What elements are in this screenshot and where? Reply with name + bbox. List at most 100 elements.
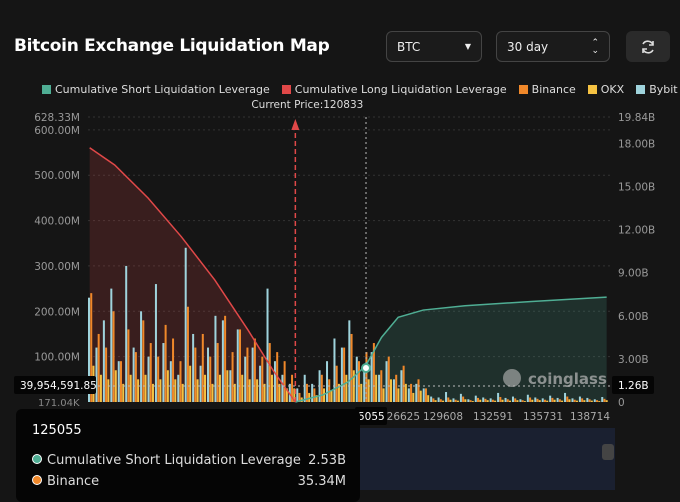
crosshair-right-label: 1.26B	[618, 380, 649, 392]
bybit-bar	[102, 320, 105, 402]
okx-bar	[367, 379, 370, 402]
tooltip-price: 125055	[32, 423, 82, 438]
bybit-bar	[199, 365, 202, 402]
bybit-bar	[355, 356, 358, 402]
legend-swatch	[281, 85, 291, 94]
right-tick-label: 3.00B	[618, 354, 649, 366]
binance-bar	[410, 383, 413, 402]
period-select[interactable]: 30 day ⌃ ⌄	[496, 31, 610, 62]
x-tick-label: 132591	[473, 411, 513, 423]
coin-select[interactable]: BTC ▼	[386, 31, 482, 62]
slider-handle	[602, 444, 614, 460]
okx-bar	[248, 379, 251, 402]
legend-item[interactable]: Binance	[518, 83, 576, 96]
bybit-bar	[192, 333, 195, 402]
legend-item[interactable]: Cumulative Long Liquidation Leverage	[281, 83, 507, 96]
okx-bar	[166, 370, 169, 402]
okx-bar	[122, 383, 125, 402]
okx-bar	[389, 379, 392, 402]
coinglass-logo-icon	[503, 369, 521, 387]
binance-bar	[157, 356, 160, 402]
bybit-bar	[169, 361, 172, 402]
binance-bar	[97, 333, 100, 402]
okx-bar	[99, 374, 102, 402]
legend-item[interactable]: Bybit	[636, 83, 678, 96]
okx-bar	[501, 399, 504, 402]
left-tick-label: 628.33M	[34, 112, 80, 124]
refresh-button[interactable]	[626, 31, 670, 62]
binance-bar	[566, 396, 569, 402]
crosshair-left-label: 39,954,591.85	[20, 380, 97, 392]
binance-bar	[543, 399, 546, 402]
okx-bar	[218, 374, 221, 402]
right-tick-label: 18.00B	[618, 138, 655, 150]
okx-bar	[114, 370, 117, 402]
current-price-label: Current Price:120833	[251, 99, 363, 111]
okx-bar	[494, 400, 497, 402]
okx-bar	[278, 383, 281, 402]
bybit-bar	[88, 297, 91, 402]
min-label: 171.04K	[38, 398, 80, 409]
bybit-bar	[400, 370, 403, 402]
binance-bar	[127, 329, 130, 402]
right-tick-label: 0	[618, 397, 625, 409]
binance-bar	[514, 398, 517, 402]
bybit-bar	[266, 288, 269, 402]
okx-bar	[561, 400, 564, 402]
binance-bar	[246, 347, 249, 402]
okx-bar	[204, 374, 207, 402]
page-title: Bitcoin Exchange Liquidation Map	[14, 36, 330, 56]
binance-bar	[335, 365, 338, 402]
okx-bar	[189, 365, 192, 402]
x-tick-label: 138714	[570, 411, 610, 423]
okx-bar	[516, 400, 519, 402]
binance-bar	[529, 397, 532, 402]
bybit-bar	[445, 392, 448, 402]
binance-bar	[551, 397, 554, 402]
okx-bar	[434, 400, 437, 402]
sort-arrows-icon: ⌃ ⌄	[591, 37, 599, 56]
okx-bar	[523, 401, 526, 402]
okx-bar	[397, 388, 400, 402]
bybit-bar	[370, 352, 373, 402]
series-dot-icon	[32, 454, 42, 464]
coin-value: BTC	[397, 39, 421, 54]
tooltip-value: 35.34M	[297, 474, 346, 489]
cumulative-long-line	[89, 147, 296, 403]
caret-down-icon: ▼	[464, 42, 471, 51]
okx-bar	[285, 388, 288, 402]
okx-bar	[233, 383, 236, 402]
binance-bar	[231, 352, 234, 402]
binance-bar	[194, 347, 197, 402]
okx-bar	[583, 400, 586, 402]
okx-bar	[270, 374, 273, 402]
binance-bar	[469, 400, 472, 402]
bybit-bar	[177, 374, 180, 402]
binance-bar	[588, 399, 591, 402]
legend-item[interactable]: OKX	[587, 83, 624, 96]
bybit-bar	[244, 356, 247, 402]
legend-item[interactable]: Cumulative Short Liquidation Leverage	[42, 83, 270, 96]
binance-bar	[402, 365, 405, 402]
bybit-bar	[251, 347, 254, 402]
legend-label: Cumulative Short Liquidation Leverage	[55, 83, 270, 96]
binance-bar	[149, 343, 152, 402]
binance-bar	[387, 356, 390, 402]
okx-bar	[345, 374, 348, 402]
okx-bar	[308, 392, 311, 402]
tooltip-value: 2.53B	[308, 453, 346, 468]
binance-bar	[298, 392, 301, 402]
okx-bar	[211, 383, 214, 402]
bybit-bar	[415, 383, 418, 402]
okx-bar	[144, 374, 147, 402]
right-tick-label: 19.84B	[618, 112, 655, 124]
binance-bar	[201, 333, 204, 402]
binance-bar	[343, 347, 346, 402]
tooltip: 125055 Cumulative Short Liquidation Leve…	[16, 409, 360, 502]
legend-swatch	[587, 85, 597, 94]
okx-bar	[315, 395, 318, 402]
okx-bar	[174, 379, 177, 402]
binance-bar	[216, 343, 219, 402]
bybit-bar	[140, 311, 143, 402]
binance-bar	[432, 398, 435, 402]
